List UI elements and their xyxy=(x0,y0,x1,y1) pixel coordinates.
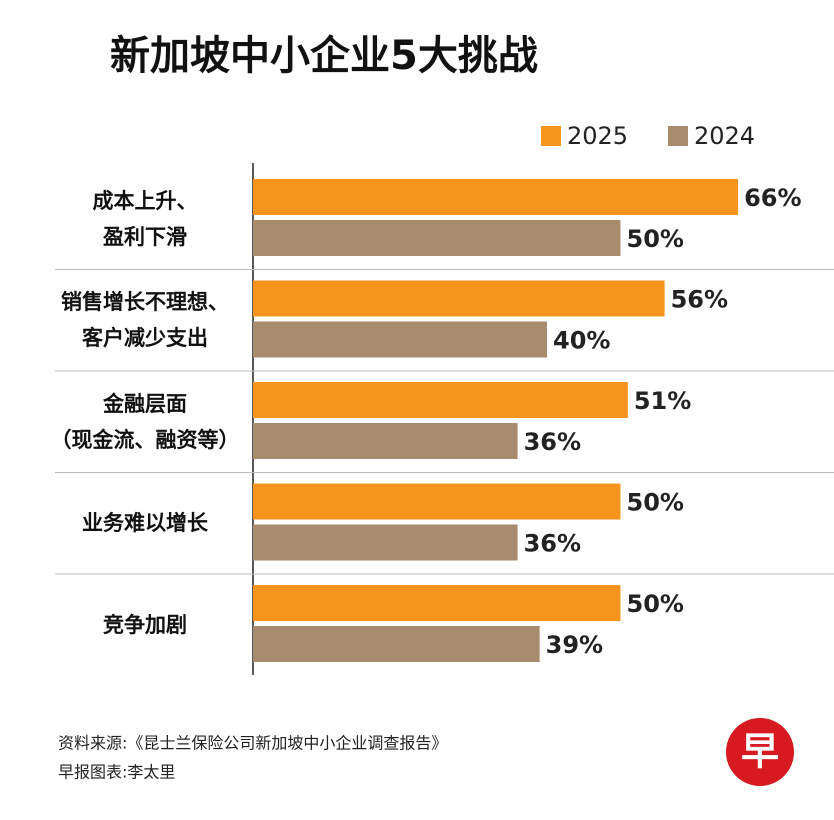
category-label: 业务难以增长 xyxy=(82,511,208,536)
value-label: 50% xyxy=(627,489,684,517)
value-label: 36% xyxy=(524,428,581,456)
bar xyxy=(253,220,621,256)
value-label: 51% xyxy=(634,387,691,415)
category-label: 金融层面 （现金流、融资等） xyxy=(50,391,240,452)
legend-label: 2024 xyxy=(694,122,755,150)
logo-circle xyxy=(726,718,794,786)
credit: 早报图表:李太里 xyxy=(58,763,175,782)
value-label: 56% xyxy=(671,286,728,314)
bar xyxy=(253,280,665,317)
value-label: 66% xyxy=(744,184,801,212)
bar xyxy=(253,524,518,561)
legend-swatch xyxy=(541,126,561,146)
source: 资料来源:《昆士兰保险公司新加坡中小企业调查报告》 xyxy=(58,734,447,753)
bar xyxy=(253,382,628,418)
value-label: 40% xyxy=(553,327,610,355)
value-label: 39% xyxy=(546,631,603,659)
logo: 早 xyxy=(741,730,779,774)
bar xyxy=(253,423,518,459)
legend-label: 2025 xyxy=(567,122,628,150)
bar xyxy=(253,179,739,215)
category-label: 成本上升、 盈利下滑 xyxy=(92,188,198,249)
bar xyxy=(253,321,547,358)
bar xyxy=(253,626,540,662)
bar xyxy=(253,483,621,520)
value-label: 50% xyxy=(627,225,684,253)
category-label: 竞争加剧 xyxy=(103,612,187,637)
chart-title: 新加坡中小企业5大挑战 xyxy=(110,33,538,79)
value-label: 50% xyxy=(627,590,684,618)
legend-swatch xyxy=(668,126,688,146)
value-label: 36% xyxy=(524,530,581,558)
bar xyxy=(253,585,621,621)
category-label: 销售增长不理想、 客户减少支出 xyxy=(61,290,229,351)
